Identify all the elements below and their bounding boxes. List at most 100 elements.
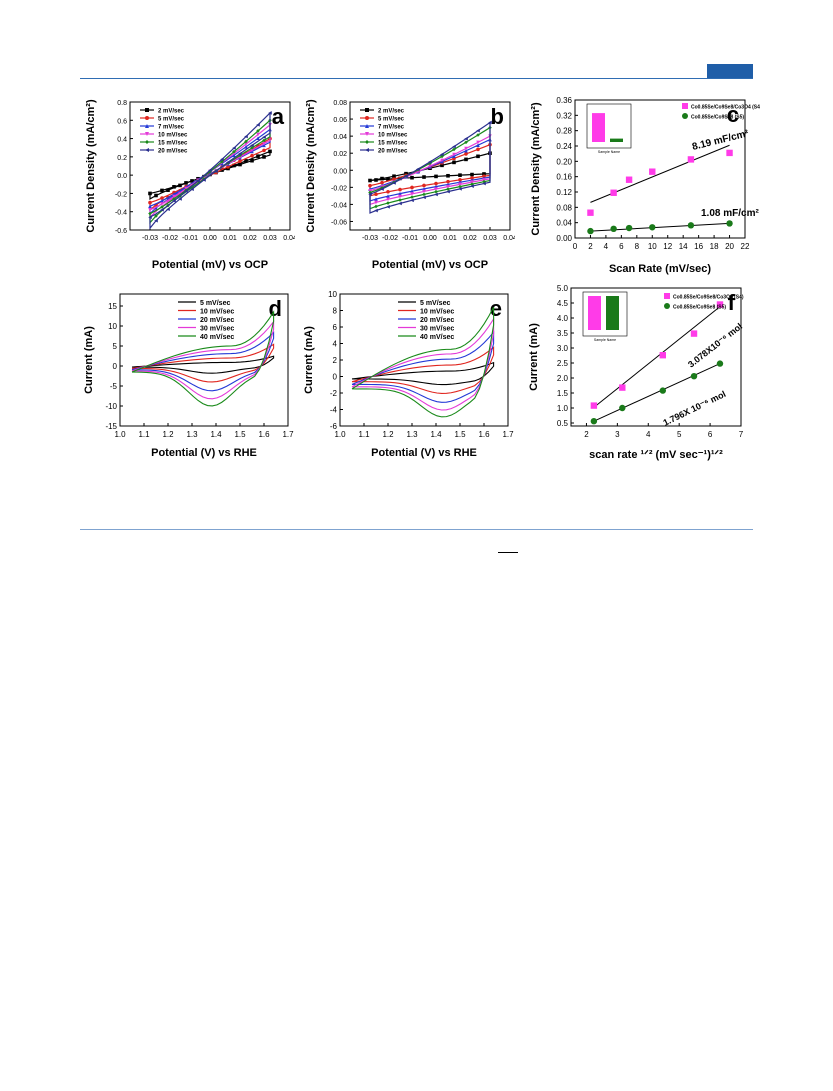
legend-label: 20 mV/sec [420,317,454,324]
series-line [351,330,495,403]
data-point [446,173,450,178]
y-tick-label: 2.5 [557,359,569,368]
data-point [238,162,242,167]
data-point [380,180,384,185]
x-tick-label: 1.3 [186,430,198,439]
x-tick-label: 1.2 [382,430,394,439]
data-point [365,124,369,128]
data-point [178,191,182,196]
x-axis-label: Potential (mV) vs OCP [152,259,268,271]
y-tick-label: 0.04 [556,219,572,228]
x-tick-label: 1.6 [478,430,490,439]
figure-panel-b: -0.03 -0.02 -0.01 0.00 0.01 0.02 0.03 0.04 -0.06… [305,99,515,271]
x-tick-label: 5 [677,430,682,439]
data-point [410,175,414,180]
x-tick-label: 22 [741,242,750,251]
series-line [131,343,275,383]
y-axis-label: Current Density (mA/cm²) [530,102,542,236]
data-point [392,181,396,185]
y-tick-label: 2.0 [557,374,569,383]
data-point [434,192,438,197]
x-tick-label: 1.4 [210,430,222,439]
x-tick-label: 1.1 [138,430,150,439]
y-axis-label: Current Density (mA/cm²) [305,99,317,233]
data-point [148,200,152,205]
x-tick-label: 1.7 [282,430,294,439]
data-point [244,134,248,139]
x-tick-label: 3 [615,430,620,439]
data-point [446,184,450,189]
data-point [422,183,426,188]
data-point [374,178,378,182]
data-point [690,330,698,337]
x-tick-label: 0.00 [423,235,437,242]
panel-letter: f [728,290,736,315]
legend-label: 20 mV/sec [158,149,188,155]
plot-frame [574,99,746,239]
y-axis-label: Current (mA) [303,326,315,394]
data-point [392,177,396,181]
data-point [262,148,266,153]
y-tick-label: 3.5 [557,329,569,338]
legend-label: 5 mV/sec [200,300,230,307]
x-tick-label: 0 [573,242,578,251]
x-tick-label: -0.02 [382,235,398,242]
data-point [458,178,462,182]
data-point [145,108,149,112]
figure-panel-a: -0.03 -0.02 -0.01 0.00 0.01 0.02 0.03 0.04 -0.6 -… [85,99,295,271]
data-point [386,177,390,181]
series-line [131,320,275,400]
data-point [172,199,176,203]
data-point [256,129,260,133]
data-point [262,135,266,139]
data-point [464,157,468,162]
y-tick-label: 0.6 [117,118,127,125]
legend-label: 15 mV/sec [158,141,188,147]
x-axis-label: Scan Rate (mV/sec) [609,263,711,275]
data-point [682,113,688,119]
x-tick-label: 8 [635,242,640,251]
data-point [488,120,492,125]
y-tick-label: 15 [108,302,117,311]
y-tick-label: 4.5 [557,299,569,308]
x-tick-label: 0.03 [483,235,497,242]
data-point [482,172,486,176]
data-point [145,148,149,152]
data-point [440,158,444,163]
x-axis-label: Potential (V) vs RHE [371,447,477,459]
data-point [244,145,248,149]
x-axis-label: Potential (mV) vs OCP [372,259,488,271]
data-point [649,168,656,175]
inset-bar [592,113,605,142]
data-point [440,152,444,157]
x-tick-label: 1.0 [114,430,126,439]
data-point [220,157,224,162]
y-tick-label: -6 [330,422,338,431]
legend-label: 5 mV/sec [158,117,185,123]
x-tick-label: 1.0 [334,430,346,439]
data-point [664,293,670,299]
y-tick-label: -0.02 [331,185,347,192]
data-point [398,198,402,202]
data-point [470,184,474,188]
x-tick-label: 0.03 [263,235,277,242]
header-page-tab [707,64,753,78]
y-tick-label: -0.4 [115,210,127,217]
data-point [374,197,378,201]
x-tick-label: 0.04 [283,235,295,242]
y-tick-label: 10 [328,290,337,299]
data-point [238,159,242,164]
x-tick-label: -0.03 [362,235,378,242]
data-point [590,402,598,409]
y-tick-label: -0.06 [331,219,347,226]
y-tick-label: 0.2 [117,155,127,162]
y-tick-label: 0.08 [333,100,347,107]
series-line [351,361,495,386]
data-point [166,207,170,212]
y-tick-label: 0.5 [557,419,569,428]
data-point [268,149,272,154]
data-point [256,136,260,140]
data-point [160,188,164,193]
data-point [726,220,733,227]
data-point [368,178,372,183]
